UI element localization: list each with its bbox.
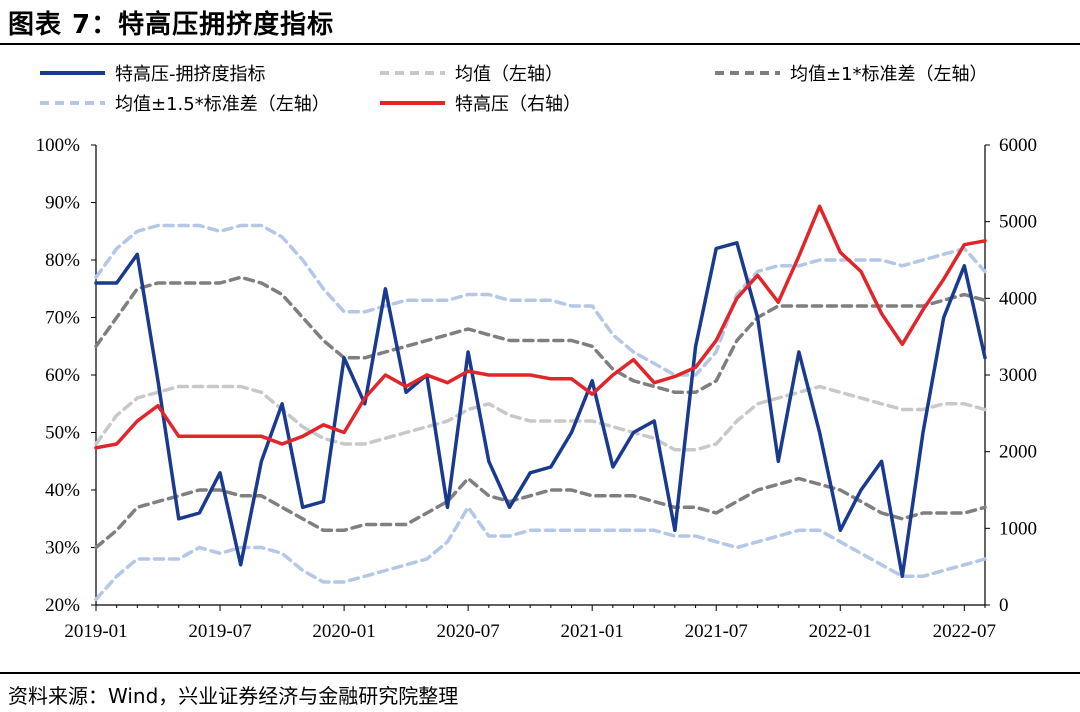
source-note: 资料来源：Wind，兴业证券经济与金融研究院整理	[8, 684, 459, 708]
series-line-2	[94, 476, 987, 550]
right-axis-tick-label: 4000	[999, 288, 1037, 309]
chart-axes: 20% 30% 40% 50% 60% 70% 80% 90% 100% 0 1000 2000 300…	[36, 135, 1037, 642]
left-axis-tick-label: 50%	[45, 423, 80, 444]
left-axis-tick-label: 20%	[45, 595, 80, 616]
title-divider	[0, 43, 1080, 45]
left-axis-tick-label: 90%	[45, 193, 80, 214]
left-axis-tick-label: 60%	[45, 365, 80, 386]
x-axis-tick-label: 2021-07	[685, 621, 748, 642]
left-axis-tick-label: 100%	[36, 135, 81, 156]
right-axis-tick-label: 1000	[999, 518, 1037, 539]
series-line-1	[94, 384, 987, 452]
chart-series	[94, 204, 987, 602]
right-axis-tick-label: 2000	[999, 442, 1037, 463]
x-axis-tick-label: 2019-07	[188, 621, 251, 642]
chart-legend: 特高压-拥挤度指标 均值（左轴） 均值±1*标准差（左轴） 均值±1.5*标准差（左轴…	[40, 64, 988, 115]
x-axis-tick-label: 2020-01	[312, 621, 375, 642]
left-axis-tick-label: 30%	[45, 538, 80, 559]
legend-label: 特高压（右轴）	[455, 94, 581, 115]
right-axis-tick-label: 3000	[999, 365, 1037, 386]
left-axis-tick-label: 80%	[45, 250, 80, 271]
line-chart: 特高压-拥挤度指标 均值（左轴） 均值±1*标准差（左轴） 均值±1.5*标准差（左轴…	[36, 64, 1037, 642]
series-line-6	[94, 204, 987, 450]
x-axis-tick-label: 2020-07	[436, 621, 499, 642]
source-divider	[0, 672, 1080, 674]
legend-label: 特高压-拥挤度指标	[115, 64, 266, 85]
series-line-5	[94, 223, 987, 377]
legend-label: 均值（左轴）	[455, 64, 563, 85]
series-line-3	[94, 275, 987, 395]
x-axis-tick-label: 2021-01	[561, 621, 624, 642]
right-axis-tick-label: 0	[999, 595, 1009, 616]
left-axis-tick-label: 70%	[45, 308, 80, 329]
legend-label: 均值±1.5*标准差（左轴）	[115, 94, 330, 115]
series-line-0	[94, 241, 987, 579]
x-axis-tick-label: 2022-01	[809, 621, 872, 642]
x-axis-tick-label: 2019-01	[64, 621, 127, 642]
right-axis-tick-label: 5000	[999, 212, 1037, 233]
right-axis-tick-label: 6000	[999, 135, 1037, 156]
legend-label: 均值±1*标准差（左轴）	[790, 64, 988, 85]
chart-title: 图表 7：特高压拥挤度指标	[8, 10, 335, 40]
x-axis-tick-label: 2022-07	[933, 621, 996, 642]
left-axis-tick-label: 40%	[45, 480, 80, 501]
